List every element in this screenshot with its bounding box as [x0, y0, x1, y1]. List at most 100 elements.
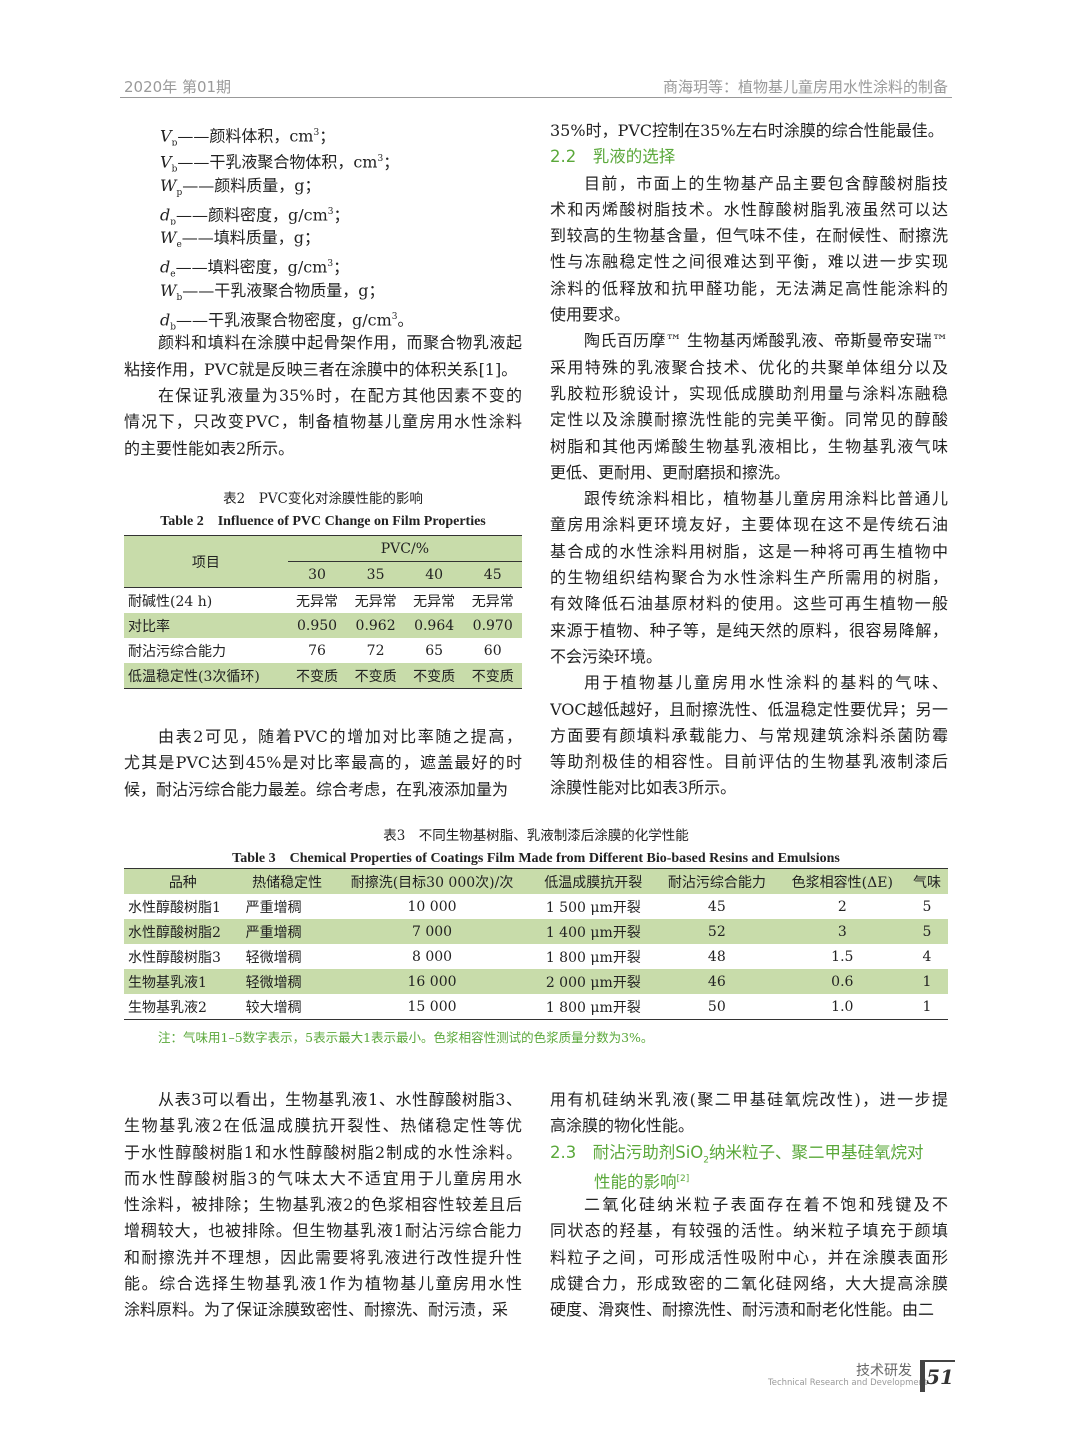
variable-subscript: e — [176, 240, 182, 251]
variable-unit-exponent: 3 — [327, 206, 334, 217]
variable-unit-exponent: 3 — [377, 154, 384, 165]
table-cell: 3 — [837, 923, 847, 940]
heading-subscript: 2 — [703, 1154, 710, 1165]
header-title: 商海玥等：植物基儿童房用水性涂料的制备 — [662, 78, 948, 96]
variable-definition: dp——颜料密度，g/cm3； — [124, 199, 522, 225]
table3-caption-cn: 表3 不同生物基树脂、乳液制漆后涂膜的化学性能 — [383, 828, 689, 844]
paragraph-line: 而水性醇酸树脂3的气味太大不适宜用于儿童房用水 — [124, 1168, 522, 1188]
table3-column-header: 热储稳定性 — [252, 874, 323, 891]
right-column-top: 35%时，PVC控制在35%左右时涂膜的综合性能最佳。 2.2 乳液的选择 目前，市… — [550, 118, 948, 802]
paragraph-line: 同状态的羟基，有较强的活性。纳米粒子填充于颜填 — [550, 1221, 948, 1241]
paragraph-line: 涂料的低释放和抗甲醛功能，无法满足高性能涂料的 — [550, 278, 948, 298]
table-row: 耐碱性(24 h) 无异常 无异常 无异常 无异常 — [124, 588, 522, 614]
table-cell: 无异常 — [413, 593, 456, 610]
paragraph-line: 定性以及涂膜耐擦洗性能的完美平衡。同常见的醇酸 — [550, 410, 948, 430]
paragraph-line: 性与冻融稳定性之间很难达到平衡，难以进一步实现 — [550, 252, 948, 272]
paragraph-line: 方面要有颜填料承载能力、与常规建筑涂料杀菌防霉 — [550, 725, 948, 745]
table-cell: 50 — [707, 998, 726, 1015]
variable-symbol: d — [160, 205, 171, 225]
table-cell: 7 000 — [411, 923, 453, 940]
variable-symbol: W — [160, 175, 177, 195]
variable-definition: We——填料质量，g； — [124, 225, 522, 251]
table-cell: 生物基乳液2 — [128, 999, 207, 1016]
table-row: 耐沾污综合能力 76 72 65 60 — [124, 638, 522, 663]
paragraph-line: 二氧化硅纳米粒子表面存在着不饱和残键及不 — [584, 1195, 948, 1215]
table2-pvc-header: PVC/% — [287, 535, 522, 562]
table-cell: 1 500 μm开裂 — [545, 899, 641, 916]
table3: 品种 热储稳定性 耐擦洗(目标30 000次)/次 低温成膜抗开裂 耐沾污综合能力 色浆相… — [124, 868, 948, 1020]
paragraph-line: 生物基乳液2在低温成膜抗开裂性、热储稳定性等优 — [124, 1116, 522, 1136]
table-cell: 65 — [425, 642, 444, 659]
variable-description: ——干乳液聚合物密度，g/cm — [176, 310, 392, 330]
table-cell: 76 — [308, 642, 326, 659]
table-cell: 1.5 — [831, 948, 854, 965]
table-cell: 1 — [922, 998, 932, 1015]
variable-definition: db——干乳液聚合物密度，g/cm3。 — [124, 304, 522, 330]
header-rule — [120, 97, 952, 98]
paragraph-line: 于水性醇酸树脂1和水性醇酸树脂2制成的水性涂料。 — [124, 1142, 522, 1162]
table2-column-header: 40 — [425, 566, 444, 583]
paragraph-line: 跟传统涂料相比，植物基儿童房用涂料比普通儿 — [584, 489, 948, 509]
row-label: 耐碱性(24 h) — [128, 593, 213, 610]
paragraph-line: 高涂膜的物化性能。 — [550, 1116, 695, 1136]
table-cell: 0.950 — [296, 617, 338, 634]
table2-column-header: 45 — [483, 566, 502, 583]
paragraph-line: 性涂料，被排除；生物基乳液2的色浆相容性较差且后 — [124, 1195, 522, 1215]
paragraph-line: 从表3可以看出，生物基乳液1、水性醇酸树脂3、 — [158, 1090, 522, 1109]
table-cell: 0.6 — [831, 973, 854, 990]
table-cell: 5 — [922, 898, 932, 915]
paragraph-line: 候，耐沾污综合能力最差。综合考虑，在乳液添加量为 — [124, 779, 509, 799]
paragraph-line: 到较高的生物基含量，但气味不佳，在耐候性、耐擦洗 — [550, 226, 948, 246]
citation: [2] — [676, 1173, 690, 1184]
section-heading-2-2: 2.2 乳液的选择 — [550, 147, 676, 167]
variable-description: ——干乳液聚合物体积，cm — [177, 152, 378, 172]
table-row: 对比率 0.950 0.962 0.964 0.970 — [124, 613, 522, 638]
paragraph-line: 采用特殊的乳液聚合技术、优化的共聚单体组分以及 — [550, 357, 948, 377]
table-cell: 轻微增稠 — [245, 974, 302, 991]
table-cell: 较大增稠 — [245, 999, 302, 1016]
variable-definition: Vb——干乳液聚合物体积，cm3； — [124, 146, 522, 173]
variable-symbol: W — [160, 228, 177, 248]
table-cell: 严重增稠 — [245, 924, 302, 941]
table-row: 水性醇酸树脂2 严重增稠 7 000 1 400 μm开裂 52 3 5 — [124, 919, 948, 944]
variable-unit-exponent: 3 — [313, 128, 320, 138]
paragraph-line: 更低、更耐用、更耐磨损和擦洗。 — [550, 462, 791, 482]
table-row: 水性醇酸树脂1 严重增稠 10 000 1 500 μm开裂 45 2 5 — [124, 894, 948, 919]
paragraph-line: 童房用涂料更环境友好，主要体现在这不是传统石油 — [550, 515, 948, 535]
table-cell: 水性醇酸树脂1 — [128, 899, 221, 916]
table2-header-row: 项目 PVC/% — [124, 535, 522, 571]
table-cell: 1 800 μm开裂 — [545, 999, 641, 1016]
paragraph-line: 使用要求。 — [550, 305, 631, 325]
table-cell: 无异常 — [296, 593, 339, 610]
table-cell: 10 000 — [407, 898, 457, 915]
row-label: 对比率 — [128, 618, 170, 635]
variable-description: ——填料密度，g/cm — [175, 257, 328, 277]
table-cell: 1 800 μm开裂 — [545, 949, 641, 966]
table-cell: 不变质 — [296, 668, 339, 685]
variable-definition: de——填料密度，g/cm3； — [124, 251, 522, 278]
paragraph-line: 涂料原料。为了保证涂膜致密性、耐擦洗、耐污渍，采 — [124, 1300, 509, 1320]
paragraph-line: 硬度、滑爽性、耐擦洗性、耐污渍和耐老化性能。由二 — [550, 1300, 935, 1320]
variable-description: ——颜料密度，g/cm — [176, 205, 328, 225]
paragraph-line: 35%时，PVC控制在35%左右时涂膜的综合性能最佳。 — [550, 121, 944, 140]
table-cell: 水性醇酸树脂2 — [128, 924, 221, 941]
heading-text: 2.3 耐沾污助剂SiO — [550, 1142, 704, 1162]
paragraph-line: 有效降低石油基原材料的使用。这些可再生植物一般 — [550, 594, 948, 614]
row-label: 耐沾污综合能力 — [128, 643, 226, 660]
table3-column-header: 低温成膜抗开裂 — [544, 874, 643, 891]
variable-end: ； — [319, 126, 336, 146]
table3-note: 注：气味用1–5数字表示，5表示最大1表示最小。色浆相容性测试的色浆质量分数为3… — [158, 1030, 654, 1045]
table-row: 生物基乳液1 轻微增稠 16 000 2 000 μm开裂 46 0.6 1 — [124, 969, 948, 994]
variable-description: ——颜料质量，g； — [182, 175, 321, 195]
heading-text: 性能的影响 — [594, 1172, 677, 1192]
variable-description: ——填料质量，g； — [181, 228, 321, 248]
paragraph-line: 增稠较大，也被排除。但生物基乳液1耐沾污综合能力 — [124, 1221, 522, 1241]
table2-caption-cn: 表2 PVC变化对涂膜性能的影响 — [223, 491, 423, 507]
table-cell: 72 — [366, 642, 385, 659]
paragraph-line: 的主要性能如表2所示。 — [124, 438, 295, 458]
variable-end: 。 — [397, 310, 414, 330]
paragraph-line: 情况下，只改变PVC，制备植物基儿童房用水性涂料 — [124, 412, 522, 432]
table-cell: 8 000 — [411, 948, 453, 965]
paragraph-line: 来源于植物、种子等，是纯天然的原料，很容易降解， — [550, 620, 948, 640]
paragraph-line: 颜料和填料在涂膜中起骨架作用，而聚合物乳液起 — [158, 333, 522, 353]
